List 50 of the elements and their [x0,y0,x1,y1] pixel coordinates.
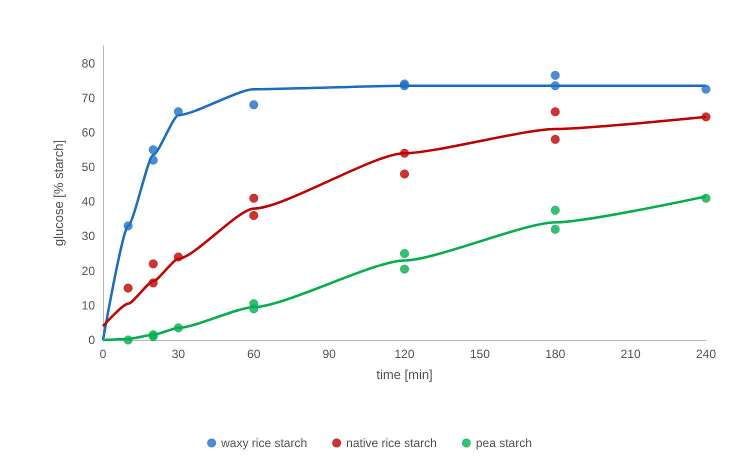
point [400,249,409,258]
x-tick-label: 150 [470,347,490,361]
point [249,210,258,220]
point [124,284,133,293]
y-tick-label: 80 [82,56,96,70]
x-tick-label: 90 [322,347,336,361]
point [702,194,710,203]
point [148,156,158,165]
x-tick-label: 60 [247,347,261,361]
point [702,84,710,94]
point [249,194,258,203]
y-tick-label: 10 [82,298,96,312]
point [249,304,258,314]
point [174,252,183,262]
y-tick-label: 60 [82,125,96,140]
x-axis-title: time [min] [376,367,433,382]
point [148,259,158,268]
point [702,112,710,122]
point [550,206,560,215]
x-tick-label: 240 [696,347,716,361]
point [124,221,133,230]
x-tick-label: 30 [172,347,186,361]
point [400,148,409,158]
x-tick-label: 120 [394,347,415,361]
point [124,336,133,344]
legend-label: pea starch [476,436,532,450]
point [174,107,183,116]
point [148,278,158,288]
point [550,81,560,90]
x-tick-label: 0 [100,347,107,361]
point [550,107,560,116]
y-tick-label: 70 [82,90,96,105]
point [550,224,560,234]
point [400,264,409,274]
point [550,134,560,144]
y-tick-label: 0 [88,333,96,347]
point [148,145,158,154]
legend-label: native rice starch [346,436,437,450]
y-tick-label: 20 [82,264,96,278]
x-tick-label: 180 [545,347,566,361]
point [174,323,183,332]
y-tick-label: 30 [82,229,96,244]
legend-label: waxy rice starch [220,436,308,450]
y-tick-label: 40 [82,194,96,209]
y-axis-title: glucose [% starch] [51,140,66,246]
point [249,100,258,110]
y-tick-label: 50 [82,160,96,174]
x-tick-label: 210 [620,347,641,361]
point [400,169,409,178]
point [550,70,560,80]
